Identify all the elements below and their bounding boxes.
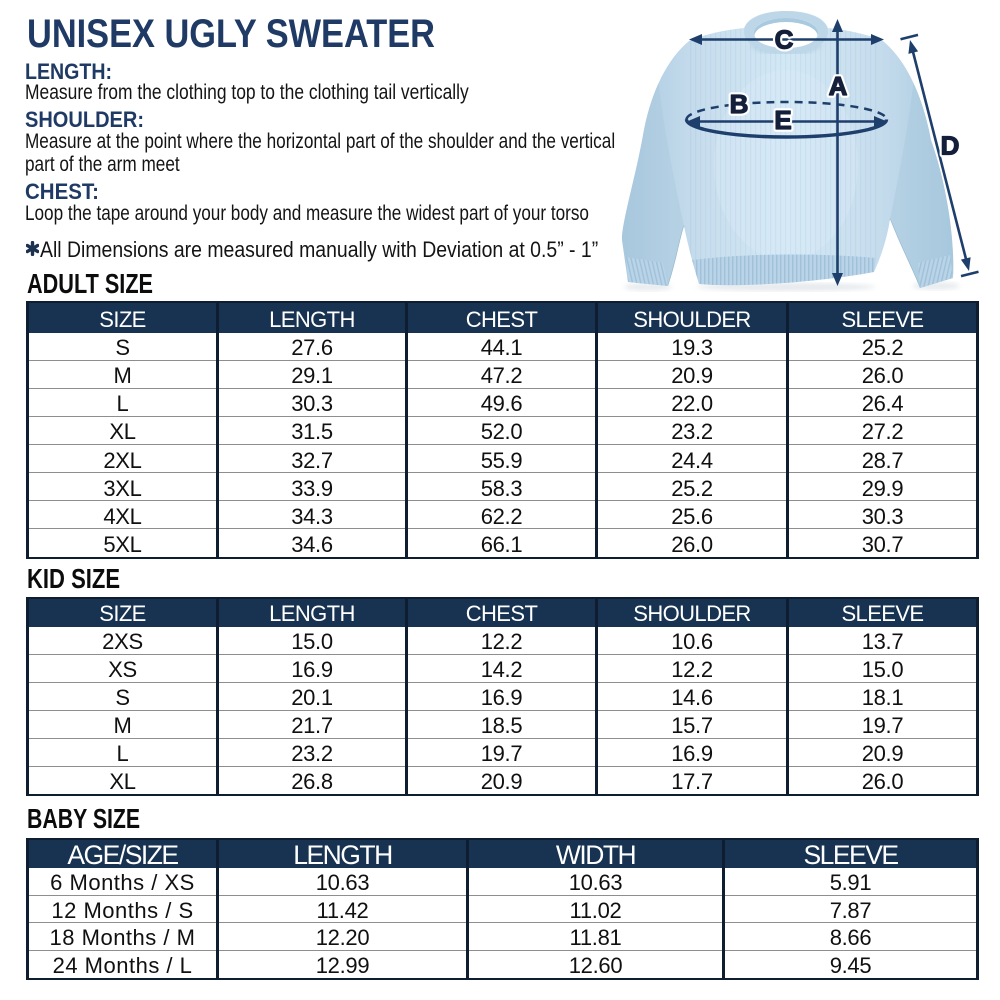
svg-text:A: A bbox=[829, 71, 848, 101]
svg-text:A: A bbox=[829, 71, 848, 101]
svg-text:E: E bbox=[774, 105, 791, 135]
svg-text:B: B bbox=[730, 89, 749, 119]
svg-text:C: C bbox=[775, 25, 794, 55]
svg-text:B: B bbox=[730, 89, 749, 119]
svg-text:C: C bbox=[775, 25, 794, 55]
svg-text:E: E bbox=[774, 105, 791, 135]
svg-text:D: D bbox=[941, 131, 960, 161]
svg-text:D: D bbox=[941, 131, 960, 161]
